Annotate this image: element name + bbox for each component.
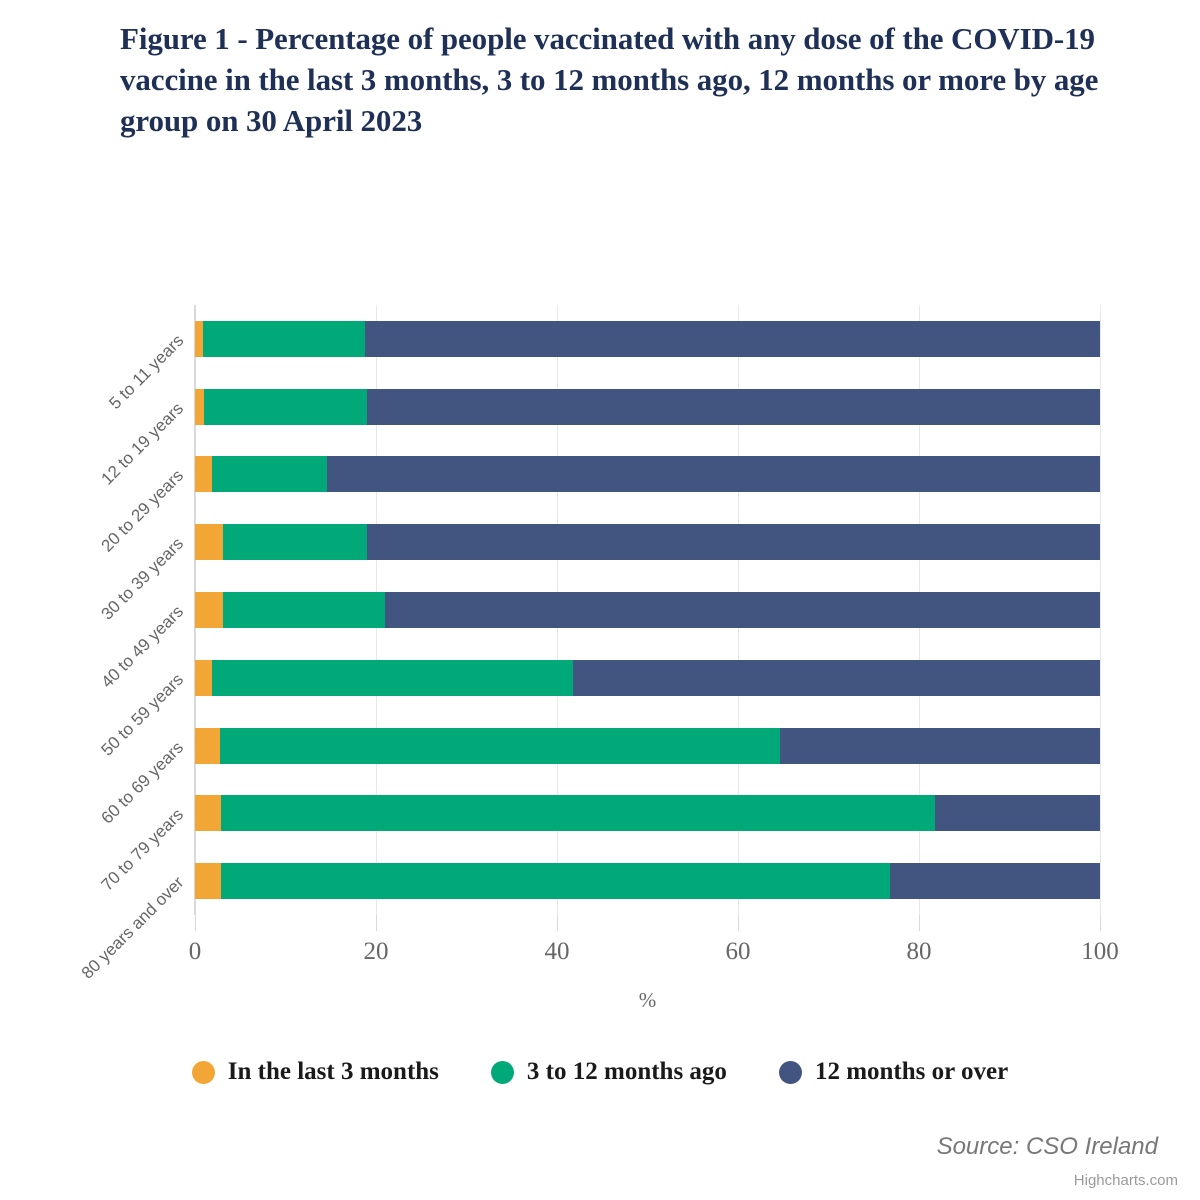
bar-segment[interactable]: [221, 863, 891, 900]
y-axis-category-labels: 5 to 11 years 12 to 19 years 20 to 29 year…: [0, 305, 195, 983]
legend-item[interactable]: 12 months or over: [778, 1058, 1009, 1086]
highcharts-credit[interactable]: Highcharts.com: [1073, 1172, 1178, 1189]
bar-rows: [195, 305, 1100, 915]
bar-segment[interactable]: [221, 795, 936, 832]
legend-item[interactable]: 3 to 12 months ago: [490, 1058, 727, 1086]
x-axis-tick-labels: 0 20 40 60 80 100: [189, 938, 1119, 968]
bar-segment[interactable]: [385, 592, 1100, 628]
bar-segment[interactable]: [212, 456, 328, 493]
x-axis-tick: [738, 915, 739, 931]
gridline: [1100, 305, 1101, 915]
x-axis-tick: [376, 915, 377, 931]
bar-segment[interactable]: [195, 863, 222, 900]
bar-segment[interactable]: [890, 863, 1100, 900]
bar-segment[interactable]: [195, 795, 222, 832]
bar-segment[interactable]: [935, 795, 1100, 832]
legend-dot-icon: [778, 1060, 802, 1084]
x-axis-ticks: [195, 915, 1101, 935]
bar-segment[interactable]: [195, 592, 224, 628]
chart-legend: In the last 3 months 3 to 12 months ago 12…: [0, 1058, 1200, 1086]
x-axis-tick: [195, 915, 196, 931]
bar-segment[interactable]: [195, 727, 221, 764]
bar-segment[interactable]: [220, 727, 780, 764]
x-axis-tick: [919, 915, 920, 931]
x-axis-tick-label: 40: [544, 938, 570, 965]
bar-segment[interactable]: [327, 456, 1100, 493]
plot-area: [194, 305, 1101, 915]
bar-row[interactable]: [195, 592, 1100, 628]
bar-segment[interactable]: [366, 524, 1100, 561]
bar-segment[interactable]: [204, 388, 367, 425]
bar-row[interactable]: [195, 863, 1100, 900]
bar-row[interactable]: [195, 524, 1100, 561]
bar-row[interactable]: [195, 795, 1100, 832]
bar-row[interactable]: [195, 727, 1100, 764]
legend-item-label: 3 to 12 months ago: [526, 1058, 727, 1085]
legend-item-label: In the last 3 months: [227, 1058, 439, 1085]
bar-segment[interactable]: [573, 659, 1100, 696]
bar-segment[interactable]: [779, 727, 1100, 764]
legend-item-label: 12 months or over: [814, 1058, 1009, 1085]
x-axis-tick-label: 0: [188, 938, 202, 965]
x-axis-tick-label: 20: [363, 938, 389, 965]
bar-segment[interactable]: [365, 320, 1100, 357]
bar-segment[interactable]: [223, 524, 367, 561]
bar-row[interactable]: [195, 456, 1100, 493]
legend-dot-icon: [490, 1060, 514, 1084]
bar-row[interactable]: [195, 659, 1100, 696]
legend-dot-icon: [191, 1060, 215, 1084]
bar-segment[interactable]: [195, 456, 213, 493]
source-note: Source: CSO Ireland: [936, 1133, 1158, 1160]
x-axis-tick-label: 60: [725, 938, 751, 965]
bar-row[interactable]: [195, 388, 1100, 425]
y-axis-label: 80 years and over: [77, 873, 188, 983]
x-axis-tick-label: 100: [1081, 938, 1119, 965]
bar-segment[interactable]: [212, 659, 574, 696]
bar-row[interactable]: [195, 320, 1100, 357]
bar-segment[interactable]: [366, 388, 1100, 425]
x-axis-tick: [1100, 915, 1101, 931]
chart-title: Figure 1 - Percentage of people vaccinat…: [120, 21, 1099, 139]
bar-segment[interactable]: [203, 320, 366, 357]
bar-segment[interactable]: [195, 659, 213, 696]
bar-segment[interactable]: [195, 320, 204, 357]
x-axis-tick: [557, 915, 558, 931]
x-axis-title: %: [638, 988, 657, 1012]
bar-segment[interactable]: [223, 592, 386, 628]
bar-segment[interactable]: [195, 524, 224, 561]
bar-segment[interactable]: [195, 388, 205, 425]
x-axis-tick-label: 80: [906, 938, 932, 965]
legend-item[interactable]: In the last 3 months: [191, 1058, 439, 1086]
